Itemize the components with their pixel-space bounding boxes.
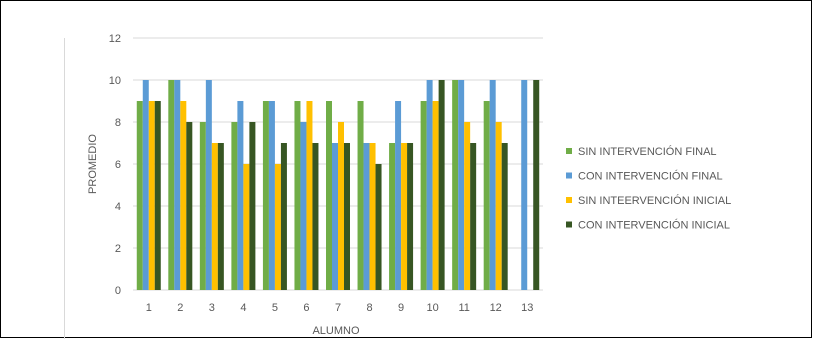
y-axis-label: PROMEDIO xyxy=(87,134,99,194)
bar xyxy=(389,143,396,290)
bar xyxy=(344,143,350,290)
x-tick-label: 5 xyxy=(272,302,278,314)
bar xyxy=(148,101,155,290)
x-tick-label: 13 xyxy=(521,302,533,314)
bar xyxy=(237,101,244,290)
bar xyxy=(154,101,161,290)
y-tick-labels: 0 2 4 6 8 10 12 xyxy=(109,33,121,297)
bar xyxy=(294,101,301,290)
legend-label: SIN INTERVENCIÓN FINAL xyxy=(578,145,717,158)
bar xyxy=(375,164,382,290)
legend-label: SIN INTEERVENCIÓN INICIAL xyxy=(578,194,731,207)
x-tick-label: 9 xyxy=(398,302,404,314)
bar xyxy=(521,80,528,290)
x-tick-label: 10 xyxy=(426,302,438,314)
bar xyxy=(464,122,471,290)
bar xyxy=(300,122,307,290)
bar xyxy=(262,101,269,290)
legend-swatch xyxy=(566,197,572,203)
legend-label: CON INTERVENCIÓN INICIAL xyxy=(578,219,730,232)
legend-swatch xyxy=(566,148,572,154)
x-tick-label: 2 xyxy=(177,302,183,314)
x-tick-label: 4 xyxy=(240,302,246,314)
bar xyxy=(338,122,344,290)
bar xyxy=(420,101,427,290)
bar xyxy=(407,143,414,290)
bar xyxy=(217,143,224,290)
bar xyxy=(280,143,287,290)
x-tick-label: 12 xyxy=(490,302,502,314)
x-axis-label: ALUMNO xyxy=(312,325,360,337)
bar xyxy=(357,101,364,290)
legend-label: CON INTERVENCIÓN FINAL xyxy=(578,170,723,183)
x-tick-labels: 1 2 3 4 5 6 7 8 9 10 11 12 13 xyxy=(146,302,534,314)
bar xyxy=(274,164,281,290)
legend-swatch xyxy=(566,172,572,179)
x-tick-label: 7 xyxy=(335,302,341,314)
bar xyxy=(489,80,496,290)
bar xyxy=(533,80,540,290)
bar xyxy=(199,122,206,290)
bar xyxy=(268,101,275,290)
y-tick-label: 10 xyxy=(109,75,121,87)
y-tick-label: 12 xyxy=(109,33,121,45)
bar xyxy=(174,80,181,290)
y-tick-label: 0 xyxy=(115,285,121,297)
bar xyxy=(211,143,218,290)
bars xyxy=(136,80,540,290)
bar xyxy=(332,143,338,290)
bar xyxy=(458,80,465,290)
x-tick-label: 6 xyxy=(303,302,309,314)
x-tick-label: 3 xyxy=(209,302,215,314)
bar xyxy=(231,122,238,290)
bar xyxy=(186,122,193,290)
x-tick-label: 1 xyxy=(146,302,152,314)
bar xyxy=(312,143,319,290)
legend-swatch xyxy=(566,221,572,228)
x-tick-label: 8 xyxy=(366,302,372,314)
bar xyxy=(326,101,332,290)
bar xyxy=(205,80,212,290)
bar xyxy=(180,101,187,290)
bar xyxy=(501,143,508,290)
bar xyxy=(168,80,175,290)
bar xyxy=(483,101,490,290)
x-tick-label: 11 xyxy=(458,302,469,314)
y-tick-label: 2 xyxy=(115,243,121,255)
bar xyxy=(438,80,445,290)
bar xyxy=(243,164,250,290)
y-tick-label: 4 xyxy=(115,201,121,213)
bar xyxy=(249,122,256,290)
legend: SIN INTERVENCIÓN FINAL CON INTERVENCIÓN F… xyxy=(566,145,731,232)
bar xyxy=(470,143,477,290)
bar xyxy=(369,143,376,290)
y-tick-label: 8 xyxy=(115,117,121,129)
bar xyxy=(432,101,439,290)
bar xyxy=(306,101,313,290)
bar xyxy=(401,143,408,290)
y-tick-label: 6 xyxy=(115,159,121,171)
bar xyxy=(395,101,402,290)
bar xyxy=(142,80,149,290)
bar xyxy=(363,143,370,290)
bar xyxy=(452,80,459,290)
bar xyxy=(495,122,502,290)
bar xyxy=(136,101,143,290)
bar xyxy=(426,80,433,290)
